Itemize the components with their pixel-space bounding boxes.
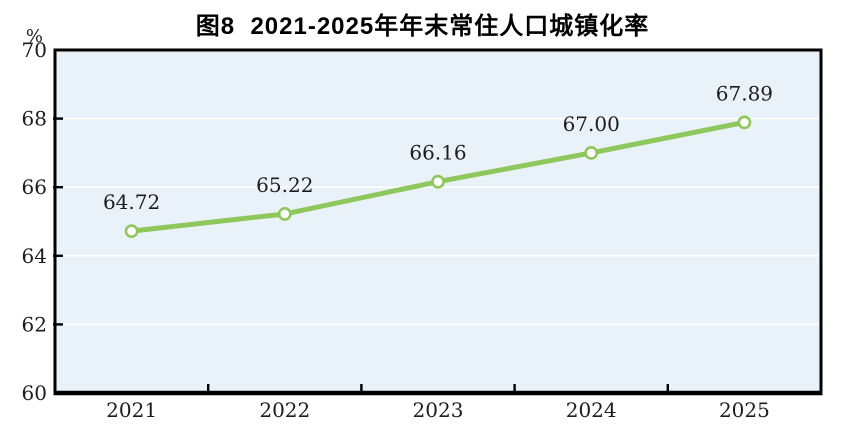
y-tick-label-68: 68 xyxy=(22,107,47,131)
x-tick-label-2022: 2022 xyxy=(259,398,310,422)
y-tick-label-64: 64 xyxy=(22,244,47,268)
data-point-2023 xyxy=(431,174,445,189)
x-tick-label-2021: 2021 xyxy=(106,398,157,422)
plot-area-background xyxy=(55,50,821,393)
data-label-2024: 67.00 xyxy=(563,112,620,136)
y-tick-label-62: 62 xyxy=(22,312,47,336)
y-tick-label-60: 60 xyxy=(22,381,47,405)
data-point-2021 xyxy=(124,224,139,239)
data-point-2025 xyxy=(737,115,752,130)
data-label-2023: 66.16 xyxy=(409,141,466,165)
data-label-2022: 65.22 xyxy=(256,173,313,197)
y-axis-unit-label: % xyxy=(26,26,43,47)
data-point-2024 xyxy=(584,145,599,160)
x-tick-label-2025: 2025 xyxy=(719,398,770,422)
y-tick-label-66: 66 xyxy=(22,175,47,199)
data-point-2022 xyxy=(277,207,292,221)
x-tick-label-2023: 2023 xyxy=(413,398,464,422)
chart-title: 图8 2021-2025年年末常住人口城镇化率 xyxy=(195,13,650,40)
data-label-2025: 67.89 xyxy=(716,81,773,105)
y-tick-label-70: 70 xyxy=(22,38,47,62)
data-label-2021: 64.72 xyxy=(103,190,160,214)
x-tick-label-2024: 2024 xyxy=(566,398,617,422)
